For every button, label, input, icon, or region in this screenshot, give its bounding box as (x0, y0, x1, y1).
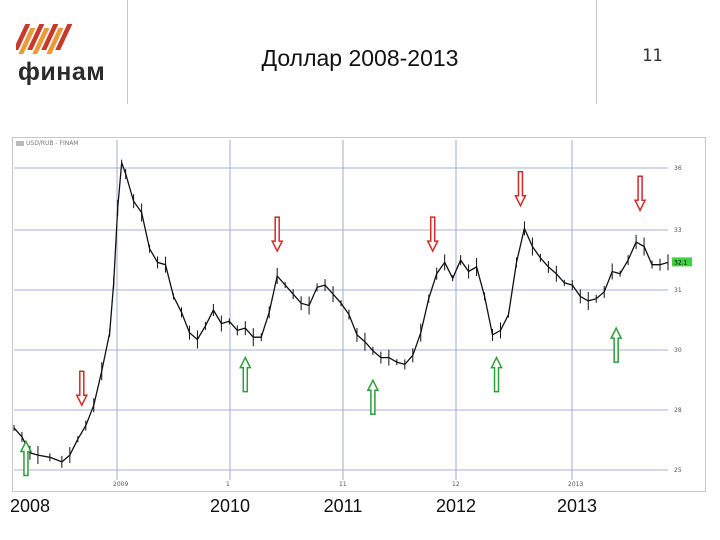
up-arrow-icon (19, 439, 33, 477)
logo-stripe (18, 28, 36, 54)
year-label: 2008 (9, 496, 51, 516)
slide-header: финам Доллар 2008-2013 11 (0, 0, 720, 104)
y-tick-label: 36 (674, 165, 682, 172)
legend-swatch-icon (16, 141, 24, 146)
y-tick-label: 25 (674, 467, 682, 474)
y-tick-label: 31 (674, 287, 682, 294)
down-arrow-icon (633, 175, 647, 212)
y-tick-label: 33 (674, 227, 682, 234)
header-divider (596, 0, 597, 104)
legend-label: USD/RUB - FINAM (26, 140, 79, 147)
down-arrow-icon (270, 216, 284, 253)
down-arrow-icon (514, 170, 527, 208)
chart-frame (12, 137, 706, 492)
page-title: Доллар 2008-2013 (261, 45, 459, 71)
up-arrow-icon (490, 355, 503, 393)
x-tick-label: 2013 (568, 481, 583, 488)
finam-logo-icon (16, 24, 73, 54)
logo-stripe (16, 24, 31, 50)
logo-stripe (55, 24, 73, 50)
logo-text: финам (18, 58, 106, 86)
current-price-tag (672, 257, 692, 267)
up-arrow-icon (366, 378, 380, 416)
year-label: 2010 (209, 496, 251, 516)
up-arrow-icon (239, 355, 252, 393)
up-arrow-icon (609, 326, 623, 363)
x-tick-label: 11 (339, 481, 347, 488)
page-number: 11 (642, 46, 663, 66)
logo-stripe (32, 28, 50, 54)
year-label: 2011 (323, 496, 363, 516)
logo-stripe (41, 24, 59, 50)
logo-stripe (46, 28, 64, 54)
price-series-line (13, 162, 669, 463)
year-label: 2013 (556, 496, 598, 516)
current-price-label: 32.1 (674, 259, 688, 266)
x-tick-label: 1 (226, 481, 230, 488)
down-arrow-icon (426, 216, 439, 253)
down-arrow-icon (75, 370, 89, 407)
y-tick-label: 28 (674, 407, 682, 414)
year-label: 2012 (435, 496, 477, 516)
header-divider (127, 0, 128, 104)
y-tick-label: 30 (674, 347, 682, 354)
chart-legend: USD/RUB - FINAM (16, 140, 79, 147)
x-tick-label: 12 (452, 481, 460, 488)
x-tick-label: 2009 (113, 481, 128, 488)
logo-stripe (27, 24, 45, 50)
